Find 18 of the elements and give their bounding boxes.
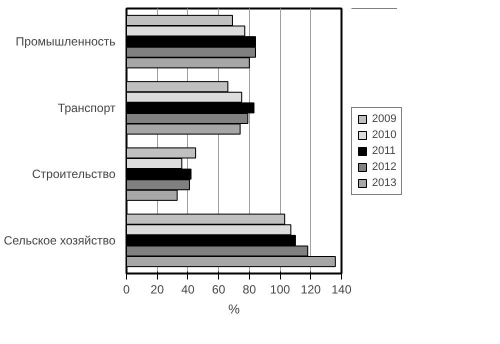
- y-tick-label: Транспорт: [58, 100, 116, 115]
- x-tick-label: 40: [181, 282, 195, 296]
- x-tick-label: 0: [123, 282, 130, 296]
- x-tick-label: 80: [242, 282, 256, 296]
- legend-label: 2013: [372, 177, 396, 189]
- x-tick-label: 100: [270, 282, 290, 296]
- legend-label: 2009: [372, 113, 396, 125]
- x-tick-label: 60: [212, 282, 226, 296]
- y-tick-label: Строительство: [32, 167, 116, 182]
- legend-label: 2011: [372, 145, 396, 157]
- legend-label: 2012: [372, 161, 396, 173]
- x-tick-label: 120: [300, 282, 322, 296]
- x-tick-label: 20: [150, 282, 164, 296]
- y-tick-label: Промышленность: [16, 34, 116, 49]
- legend-label: 2010: [372, 129, 396, 141]
- y-tick-label: Сельское хозяйство: [4, 233, 116, 248]
- x-tick-label: 140: [331, 282, 352, 296]
- x-axis-title: %: [228, 302, 240, 316]
